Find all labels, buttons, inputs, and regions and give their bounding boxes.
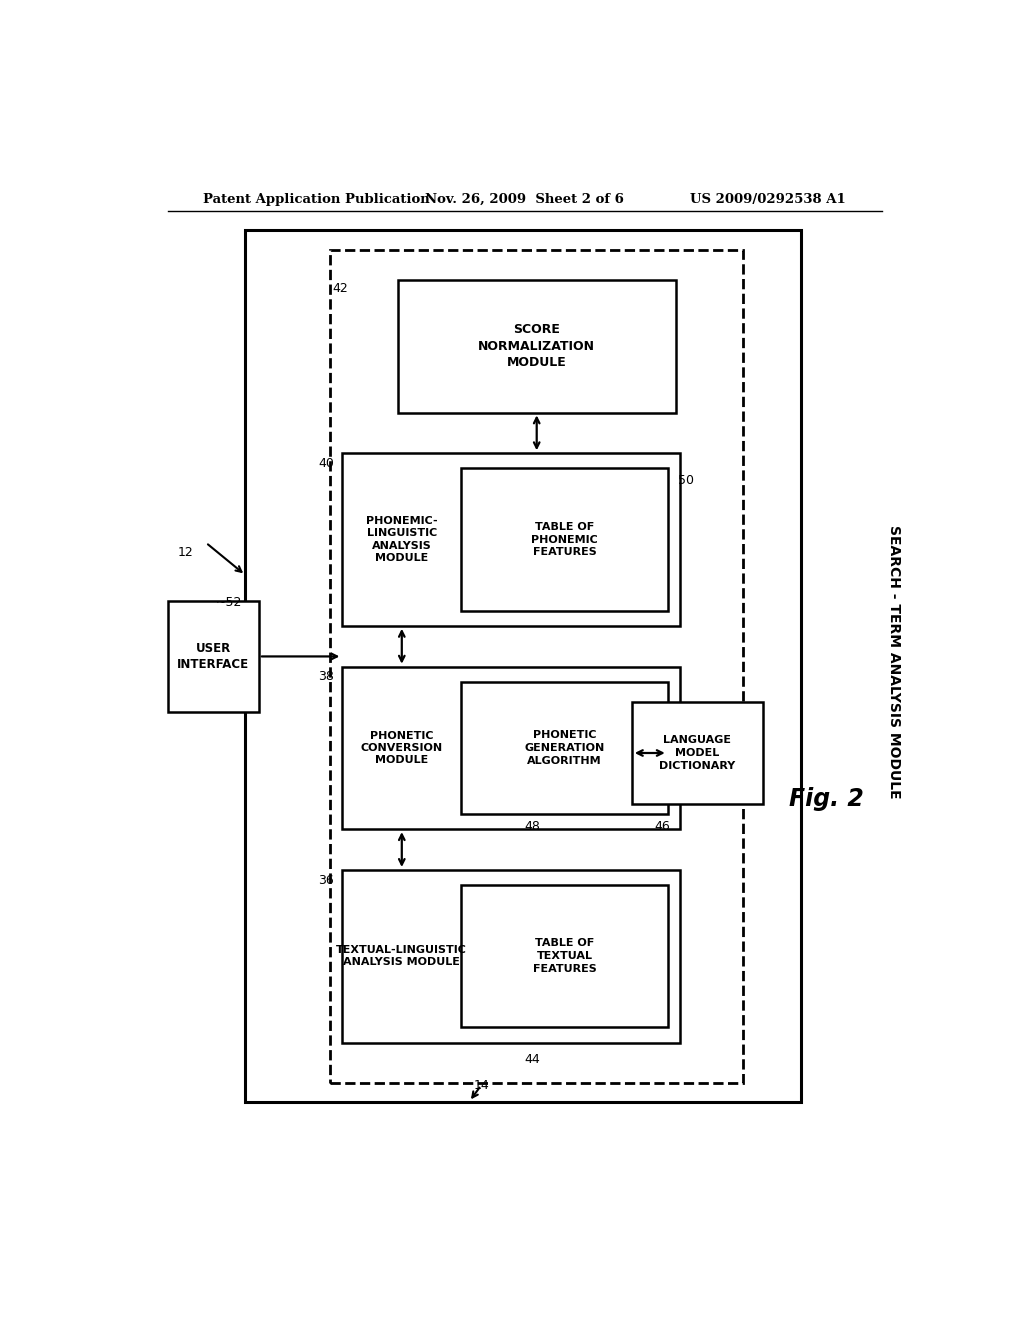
Text: TABLE OF
PHONEMIC
FEATURES: TABLE OF PHONEMIC FEATURES [531,521,598,557]
Bar [331,249,743,1084]
Text: SCORE
NORMALIZATION
MODULE: SCORE NORMALIZATION MODULE [478,323,595,370]
Text: Fig. 2: Fig. 2 [788,787,864,810]
Text: TABLE OF
TEXTUAL
FEATURES: TABLE OF TEXTUAL FEATURES [532,939,596,974]
Text: US 2009/0292538 A1: US 2009/0292538 A1 [690,193,846,206]
Bar [461,469,668,611]
Bar [342,870,680,1043]
Bar [168,601,259,713]
Text: 42: 42 [333,282,348,294]
Bar [342,667,680,829]
Bar [397,280,676,412]
Bar [632,702,763,804]
Bar [461,886,668,1027]
Bar [342,453,680,626]
Text: 36: 36 [318,874,334,887]
Text: Nov. 26, 2009  Sheet 2 of 6: Nov. 26, 2009 Sheet 2 of 6 [425,193,625,206]
Bar [246,230,801,1102]
Text: 46: 46 [654,820,670,833]
Text: Patent Application Publication: Patent Application Publication [204,193,430,206]
Text: SEARCH - TERM ANALYSIS MODULE: SEARCH - TERM ANALYSIS MODULE [887,525,901,799]
Text: 40: 40 [318,457,335,470]
Text: PHONEMIC-
LINGUISTIC
ANALYSIS
MODULE: PHONEMIC- LINGUISTIC ANALYSIS MODULE [366,516,437,564]
Text: 38: 38 [318,671,335,684]
Text: 50: 50 [678,474,694,487]
Text: LANGUAGE
MODEL
DICTIONARY: LANGUAGE MODEL DICTIONARY [659,735,735,771]
Text: PHONETIC
GENERATION
ALGORITHM: PHONETIC GENERATION ALGORITHM [524,730,604,766]
Text: TEXTUAL-LINGUISTIC
ANALYSIS MODULE: TEXTUAL-LINGUISTIC ANALYSIS MODULE [336,945,467,968]
Bar [461,682,668,814]
Text: 12: 12 [177,546,193,560]
Text: PHONETIC
CONVERSION
MODULE: PHONETIC CONVERSION MODULE [360,730,442,766]
Text: 14: 14 [473,1078,489,1092]
Text: ~52: ~52 [215,597,242,609]
Text: USER
INTERFACE: USER INTERFACE [177,642,250,671]
Text: 44: 44 [525,1053,541,1067]
Text: 48: 48 [524,820,541,833]
